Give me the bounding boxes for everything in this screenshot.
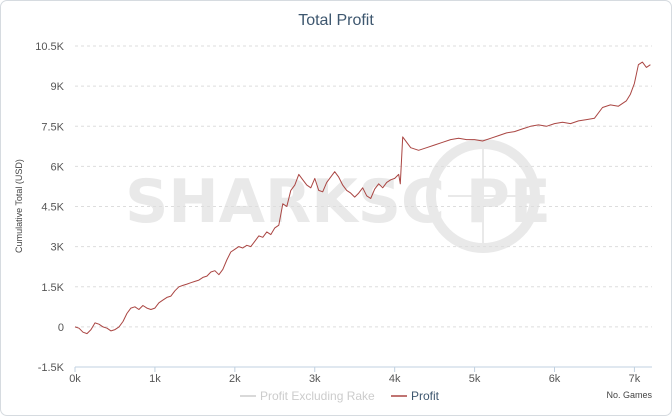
- legend-item-profit-excluding-rake[interactable]: Profit Excluding Rake: [240, 389, 375, 403]
- x-tick-label: 3k: [309, 373, 321, 385]
- x-tick-label: 1k: [149, 373, 161, 385]
- x-tick-label: 5k: [469, 373, 481, 385]
- x-tick-label: 7k: [629, 373, 641, 385]
- legend-item-profit[interactable]: Profit: [391, 389, 440, 403]
- legend-label-profit-excluding-rake: Profit Excluding Rake: [260, 389, 375, 403]
- x-tick-label: 0k: [69, 373, 81, 385]
- y-axis-title: Cumulative Total (USD): [14, 159, 24, 253]
- watermark-circle-icon: [426, 139, 540, 253]
- y-tick-label: 4.5K: [41, 202, 64, 214]
- y-tick-label: 0: [58, 322, 64, 334]
- x-tick-label: 4k: [389, 373, 401, 385]
- axes: -1.5K 0 1.5K 3K 4.5K 6K 7.5K 9K 10.5K 0k 1k 2k 3k 4k 5…: [35, 41, 652, 385]
- grid-lines: [75, 45, 652, 368]
- y-tick-label: 3K: [51, 242, 65, 254]
- legend: Profit Excluding Rake Profit: [240, 389, 440, 403]
- series-line-profit: [74, 61, 651, 335]
- y-tick-label: 10.5K: [35, 41, 64, 53]
- y-tick-label: 9K: [51, 81, 65, 93]
- x-axis-title: No. Games: [606, 390, 652, 400]
- series-layer: [74, 61, 651, 335]
- y-tick-label: 6K: [51, 161, 65, 173]
- x-tick-label: 6k: [549, 373, 561, 385]
- y-tick-label: 1.5K: [41, 282, 64, 294]
- y-tick-label: 7.5K: [41, 121, 64, 133]
- chart-title: Total Profit: [298, 12, 374, 29]
- x-tick-label: 2k: [229, 373, 241, 385]
- y-tick-label: -1.5K: [38, 362, 65, 374]
- legend-label-profit: Profit: [411, 389, 440, 403]
- sharkscope-watermark: SHARKSC PE: [125, 167, 551, 237]
